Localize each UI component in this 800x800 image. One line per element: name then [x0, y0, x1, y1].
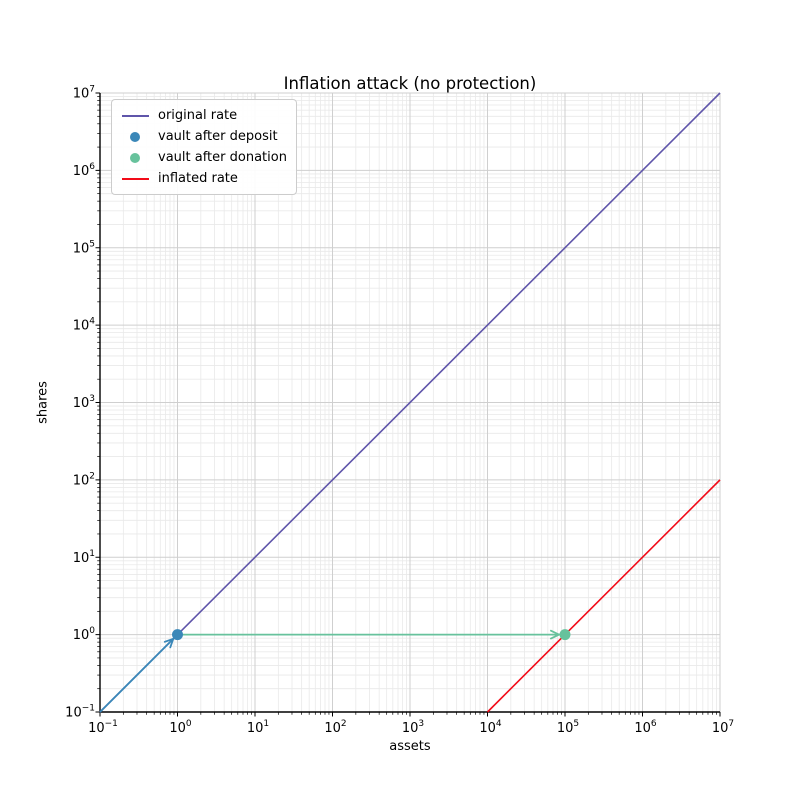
legend-item-label: vault after donation: [158, 150, 287, 165]
x-tick-label: 107: [712, 719, 734, 736]
y-tick-label: 105: [73, 239, 95, 256]
legend-item-inflated-rate: inflated rate: [120, 168, 288, 189]
series-original-rate: [99, 92, 721, 713]
y-tick-label: 103: [73, 394, 95, 411]
legend-item-vault-after-donation: vault after donation: [120, 147, 288, 168]
x-tick-label: 106: [634, 719, 657, 736]
y-tick-label: 100: [73, 626, 96, 643]
legend-dot-swatch: [120, 131, 150, 142]
legend-line-swatch: [120, 114, 150, 117]
legend-item-label: inflated rate: [158, 171, 238, 186]
x-tick-label: 101: [247, 719, 269, 736]
x-axis-label: assets: [389, 739, 431, 754]
y-tick-label: 102: [73, 471, 95, 488]
legend-item-vault-after-deposit: vault after deposit: [120, 126, 288, 147]
y-tick-label: 101: [73, 549, 95, 566]
series-donation-arrow: [177, 629, 565, 640]
x-tick-label: 103: [402, 719, 424, 736]
x-tick-label: 10−1: [88, 719, 118, 736]
x-tick-label: 104: [479, 719, 502, 736]
legend-item-label: original rate: [158, 108, 238, 123]
dot-marker-icon: [130, 152, 140, 163]
x-tick-label: 102: [324, 719, 346, 736]
x-tick-label: 100: [169, 719, 192, 736]
series-vault-after-deposit: [172, 629, 183, 641]
axis-ticks: [95, 92, 721, 717]
legend: original rate vault after deposit vault af…: [111, 99, 297, 195]
series-inflated-rate: [486, 479, 721, 713]
series-deposit-arrow: [99, 633, 179, 713]
x-tick-label: 105: [557, 719, 579, 736]
y-tick-label: 107: [73, 85, 95, 102]
chart-title: Inflation attack (no protection): [283, 74, 537, 93]
y-tick-label: 10−1: [65, 704, 95, 721]
y-axis-label: shares: [35, 381, 51, 424]
legend-item-original-rate: original rate: [120, 105, 288, 126]
y-tick-label: 104: [73, 317, 96, 334]
legend-dot-swatch: [120, 152, 150, 163]
y-tick-label: 106: [73, 162, 96, 179]
legend-line-swatch: [120, 177, 150, 180]
dot-marker-icon: [130, 131, 140, 142]
line-marker-icon: [121, 114, 149, 117]
legend-item-label: vault after deposit: [158, 129, 278, 144]
series-vault-after-donation: [559, 629, 571, 641]
line-marker-icon: [121, 177, 149, 180]
